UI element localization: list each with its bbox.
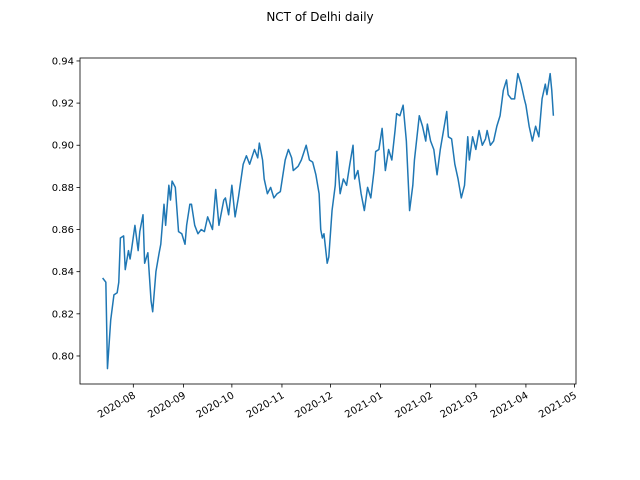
chart-title: NCT of Delhi daily (266, 10, 373, 24)
y-tick-label: 0.84 (52, 267, 74, 278)
x-tick-label: 2020-10 (195, 390, 237, 420)
x-tick-label: 2021-01 (343, 390, 385, 420)
x-tick-label: 2020-12 (293, 390, 335, 420)
y-tick-label: 0.88 (52, 183, 74, 194)
x-tick-label: 2021-03 (439, 390, 481, 420)
y-tick-label: 0.86 (52, 225, 74, 236)
x-tick-label: 2020-08 (96, 390, 138, 420)
x-tick-label: 2021-04 (489, 390, 531, 420)
y-tick-label: 0.94 (52, 56, 74, 67)
data-line (102, 72, 555, 370)
plot-frame (79, 57, 577, 385)
x-tick-label: 2021-02 (393, 390, 435, 420)
x-tick-label: 2020-09 (146, 390, 188, 420)
y-tick-label: 0.82 (52, 309, 74, 320)
y-tick-label: 0.90 (52, 141, 74, 152)
x-tick-label: 2020-11 (245, 390, 287, 420)
x-tick-label: 2021-05 (537, 390, 579, 420)
y-tick-label: 0.92 (52, 99, 74, 110)
y-tick-label: 0.80 (52, 351, 74, 362)
